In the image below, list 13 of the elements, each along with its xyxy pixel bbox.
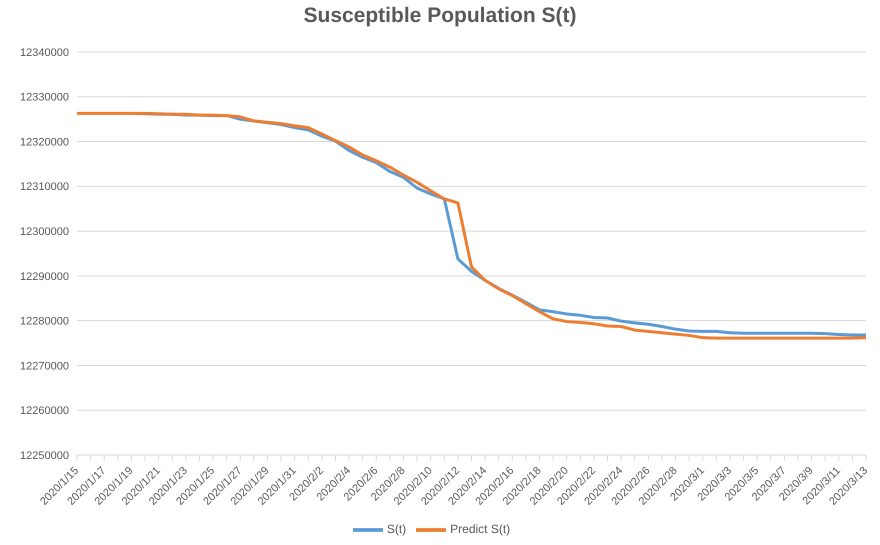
legend-label: S(t) (386, 522, 406, 536)
y-tick-label: 12330000 (20, 92, 69, 104)
y-tick-label: 12250000 (20, 450, 69, 462)
y-tick-label: 12290000 (20, 270, 69, 283)
y-tick-label: 12300000 (20, 226, 69, 238)
chart-title: Susceptible Population S(t) (302, 4, 578, 28)
y-tick-label: 12280000 (20, 316, 69, 328)
y-tick-label: 12340000 (20, 46, 69, 59)
y-tick-label: 12310000 (20, 181, 69, 194)
legend-label: Predict S(t) (450, 522, 510, 536)
y-tick-label: 12260000 (20, 405, 69, 418)
y-tick-label: 12270000 (20, 360, 69, 372)
y-tick-label: 12320000 (20, 136, 69, 148)
